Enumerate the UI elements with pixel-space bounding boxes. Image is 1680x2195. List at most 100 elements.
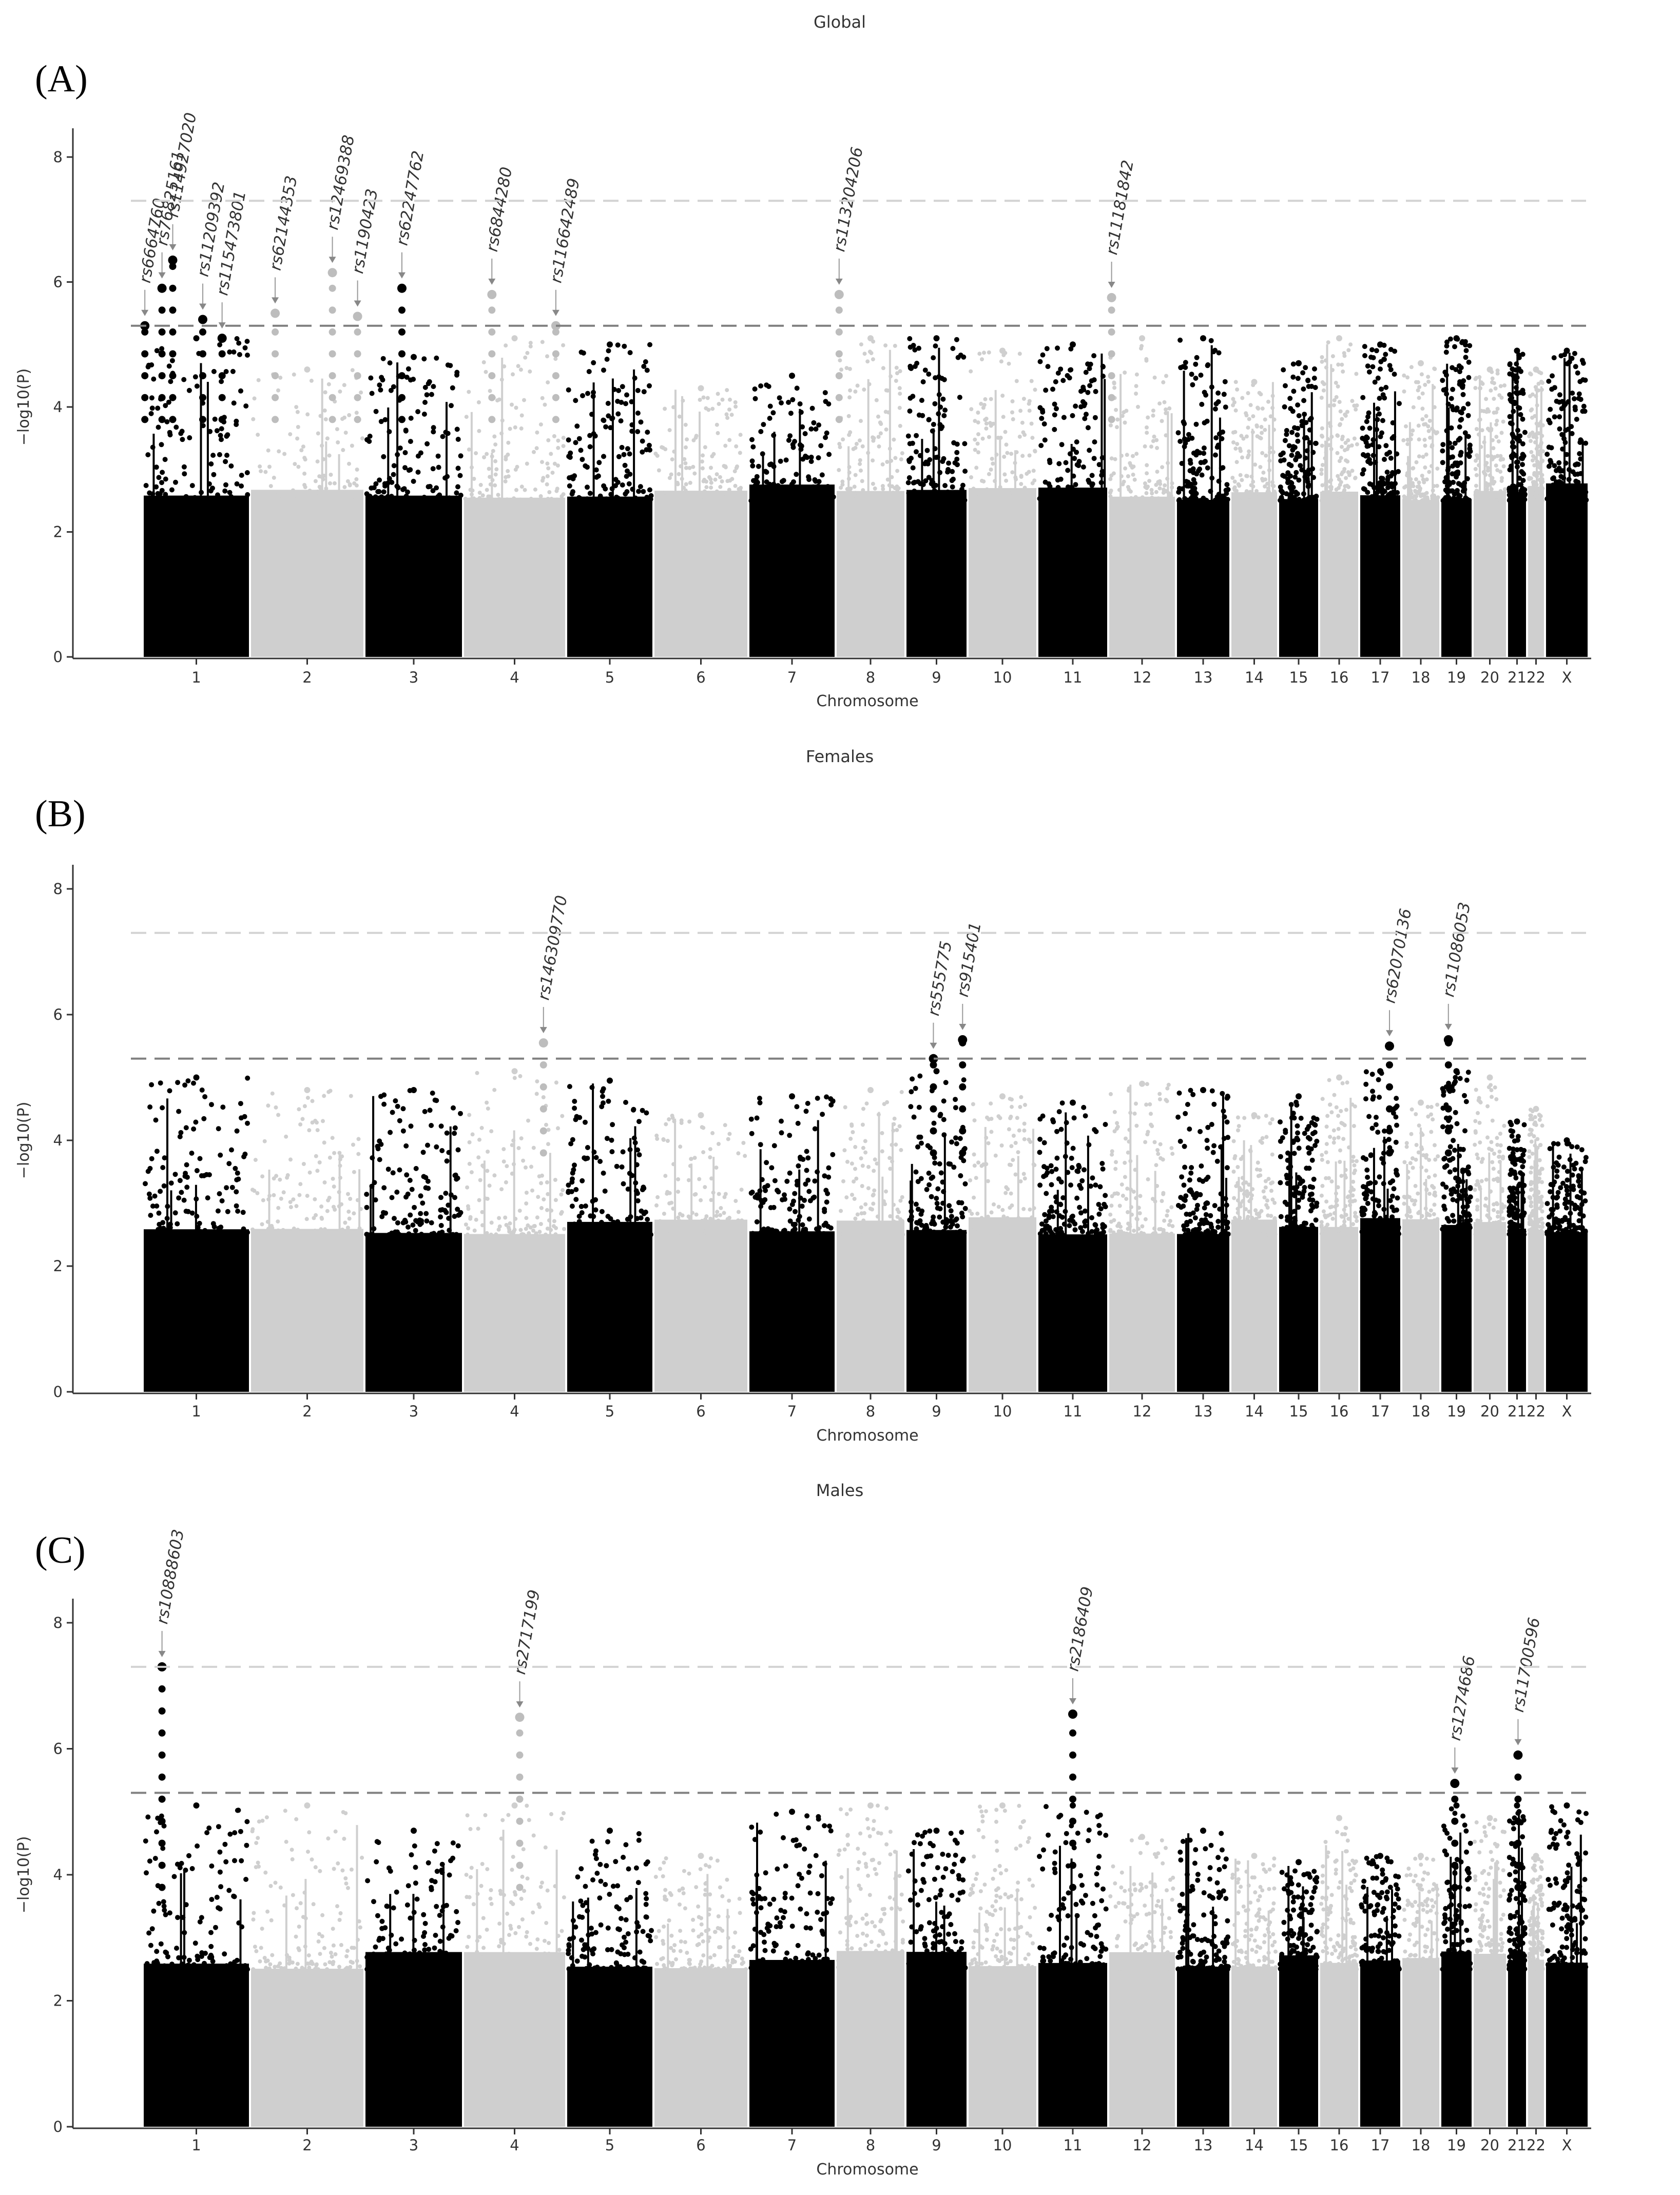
snp-point (143, 1181, 148, 1187)
snp-point (914, 433, 919, 438)
snp-point (173, 479, 178, 485)
snp-point (885, 477, 890, 482)
snp-point (1053, 379, 1058, 384)
snp-point (182, 1082, 188, 1088)
snp-point (1005, 1216, 1010, 1220)
snp-point (407, 1177, 413, 1183)
snp-point (598, 1219, 604, 1225)
snp-point (906, 457, 912, 463)
snp-point (1165, 1213, 1169, 1218)
snp-point (423, 1175, 429, 1180)
snp-point (1347, 491, 1351, 496)
snp-point (1199, 401, 1205, 407)
snp-point (1194, 471, 1200, 477)
snp-point (210, 1221, 216, 1227)
snp-point (545, 1227, 550, 1231)
snp-point (421, 495, 427, 500)
snp-point (566, 387, 571, 393)
snp-point (1010, 410, 1014, 415)
snp-point (1295, 376, 1301, 381)
snp-point (1392, 372, 1397, 377)
snp-tower (470, 412, 473, 657)
snp-point (987, 350, 991, 355)
snp-point (1421, 477, 1425, 482)
snp-point (1018, 1179, 1023, 1183)
snp-tower (932, 428, 935, 657)
snp-point (1278, 498, 1283, 503)
snp-point (876, 495, 880, 500)
snp-point (506, 469, 510, 473)
snp-point (802, 495, 807, 501)
snp-point (1070, 1213, 1075, 1219)
snp-point (1212, 347, 1218, 353)
snp-point (1201, 459, 1207, 465)
snp-point (613, 483, 619, 489)
snp-point (1007, 498, 1011, 502)
snp-point (166, 363, 172, 369)
snp-point (802, 431, 808, 436)
snp-point (146, 362, 151, 368)
snp-point (1005, 451, 1010, 455)
chromosome-peak-point (1533, 366, 1539, 373)
snp-point (1282, 438, 1288, 443)
snp-point (327, 1155, 332, 1160)
panel-letter: (B) (35, 793, 86, 835)
x-axis-label: Chromosome (816, 692, 918, 710)
snp-point (1073, 403, 1078, 409)
snp-point (185, 1209, 191, 1214)
snp-point (757, 1096, 762, 1101)
snp-point (219, 437, 224, 442)
panel-title: Global (814, 12, 866, 32)
snp-point (860, 1184, 864, 1188)
chromosome-1-points (143, 335, 250, 657)
snp-point (1331, 403, 1336, 407)
snp-point (1010, 1104, 1014, 1109)
snp-point (1320, 483, 1325, 488)
snp-point (912, 347, 918, 353)
snp-point (1423, 443, 1427, 448)
snp-point (300, 1117, 305, 1121)
y-axis-label: −log10(P) (15, 368, 33, 446)
snp-point (161, 1226, 166, 1231)
snp-point (447, 495, 452, 501)
snp-point (1026, 1219, 1030, 1223)
snp-point (1127, 487, 1131, 492)
snp-point (1289, 430, 1295, 435)
snp-point (1037, 1136, 1043, 1142)
snp-point (1112, 1218, 1116, 1222)
snp-point (274, 1105, 278, 1110)
snp-point (1145, 471, 1149, 476)
snp-point (1507, 414, 1513, 419)
snp-point (718, 1231, 723, 1236)
snp-point (1192, 450, 1198, 456)
snp-point (622, 343, 627, 349)
snp-hit-point (218, 372, 226, 380)
snp-point (323, 390, 327, 395)
snp-point (976, 411, 980, 415)
snp-point (1532, 463, 1537, 468)
snp-point (1169, 1146, 1174, 1151)
snp-point (390, 1110, 395, 1115)
snp-point (1077, 1205, 1083, 1210)
snp-point (276, 1113, 281, 1117)
snp-point (1112, 385, 1117, 390)
snp-point (406, 468, 412, 473)
snp-point (1079, 1229, 1085, 1234)
snp-point (643, 1209, 648, 1215)
snp-point (223, 369, 229, 374)
snp-point (1528, 432, 1533, 436)
snp-point (647, 487, 652, 493)
snp-point (1420, 391, 1425, 396)
snp-tower (321, 378, 323, 657)
snp-tower (592, 382, 595, 657)
snp-point (912, 364, 918, 369)
chromosome-peak-point (789, 373, 795, 379)
snp-point (1010, 470, 1015, 475)
snp-point (1532, 487, 1536, 491)
snp-point (699, 1198, 703, 1202)
snp-point (368, 375, 374, 381)
snp-point (512, 1076, 517, 1080)
snp-point (980, 357, 984, 362)
snp-point (1546, 463, 1552, 469)
snp-point (655, 1195, 660, 1199)
